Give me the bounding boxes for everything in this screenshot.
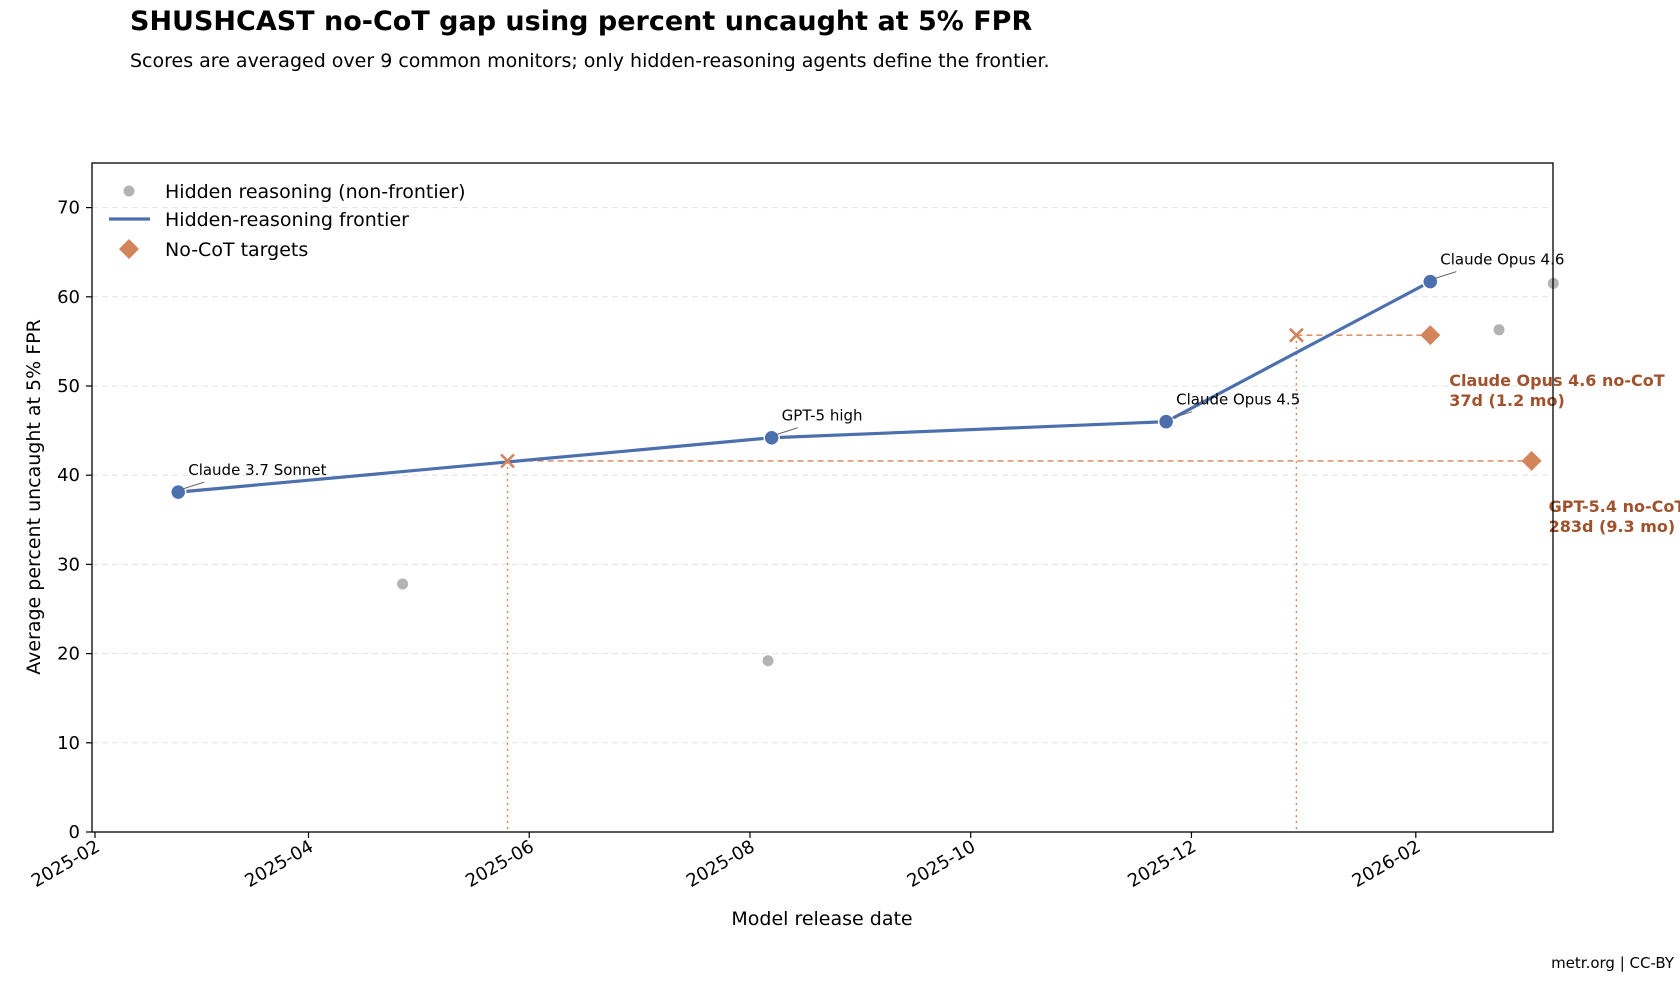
y-tick-label: 0 (69, 822, 80, 843)
label-leader (1434, 271, 1457, 280)
x-tick-label: 2025-06 (462, 836, 538, 892)
frontier-point-label: GPT-5 high (782, 407, 863, 425)
y-tick-label: 50 (57, 376, 80, 397)
legend-label: No-CoT targets (165, 239, 308, 261)
match-x-stroke (500, 453, 515, 469)
plot-frame (91, 162, 1554, 833)
match-x-marker (500, 453, 515, 469)
y-axis-label: Average percent uncaught at 5% FPR (23, 319, 45, 675)
x-tick-label: 2025-08 (683, 836, 759, 892)
target-gap-label: 37d (1.2 mo) (1449, 391, 1565, 410)
target-gap-label: 283d (9.3 mo) (1549, 517, 1676, 536)
non-frontier-point (397, 578, 409, 590)
reference-lines (506, 334, 1532, 832)
frontier-point (169, 483, 187, 501)
x-tick-label: 2025-10 (904, 836, 980, 892)
match-x-stroke (1288, 327, 1304, 343)
y-tick-label: 70 (57, 198, 80, 219)
label-leader (1169, 411, 1193, 420)
legend-label: Hidden reasoning (non-frontier) (165, 181, 466, 203)
frontier-point-label: Claude Opus 4.5 (1176, 391, 1300, 409)
non-frontier-point (1493, 324, 1505, 336)
x-axis-label: Model release date (731, 908, 912, 930)
no-cot-target-point (1521, 450, 1542, 471)
frontier-point-label: Claude 3.7 Sonnet (188, 461, 326, 479)
target-label: GPT-5.4 no-CoT (1549, 497, 1680, 516)
non-frontier-point (762, 655, 774, 667)
frontier-point (1157, 413, 1175, 430)
chart-subtitle: Scores are averaged over 9 common monito… (130, 50, 1050, 72)
y-tick-label: 60 (57, 287, 80, 308)
legend: Hidden reasoning (non-frontier) Hidden-re… (109, 181, 466, 261)
x-tick-label: 2025-04 (241, 836, 317, 892)
x-tick-label: 2025-12 (1124, 836, 1200, 892)
frontier-line (178, 280, 1432, 494)
series (169, 273, 1559, 667)
legend-label: Hidden-reasoning frontier (165, 209, 409, 231)
axis-ticks: 0 10 20 30 40 50 60 70 2025-02 2025-04 2025-06 2025… (28, 198, 1424, 892)
x-tick-label: 2025-02 (28, 836, 104, 892)
label-leader (182, 481, 205, 490)
annotations: Claude 3.7 Sonnet GPT-5 high Claude Opus 4… (182, 251, 1680, 536)
frontier-point-label: Claude Opus 4.6 (1440, 251, 1564, 269)
x-tick-label: 2026-02 (1349, 836, 1425, 892)
credit-text: metr.org | CC-BY (1551, 954, 1674, 972)
y-tick-label: 40 (57, 465, 80, 486)
gridlines (92, 207, 1553, 744)
no-cot-target-point (1420, 325, 1441, 346)
chart-title: SHUSHCAST no-CoT gap using percent uncau… (130, 6, 1033, 37)
legend-marker-target (119, 239, 139, 259)
frontier-point (763, 429, 780, 446)
y-tick-label: 10 (57, 733, 80, 754)
target-label: Claude Opus 4.6 no-CoT (1449, 371, 1665, 390)
label-leader (775, 427, 798, 436)
frontier-point (1422, 273, 1439, 290)
y-tick-label: 30 (57, 554, 80, 575)
legend-marker-non-frontier (123, 185, 135, 197)
y-tick-label: 20 (57, 644, 80, 665)
match-x-marker (1288, 327, 1304, 343)
